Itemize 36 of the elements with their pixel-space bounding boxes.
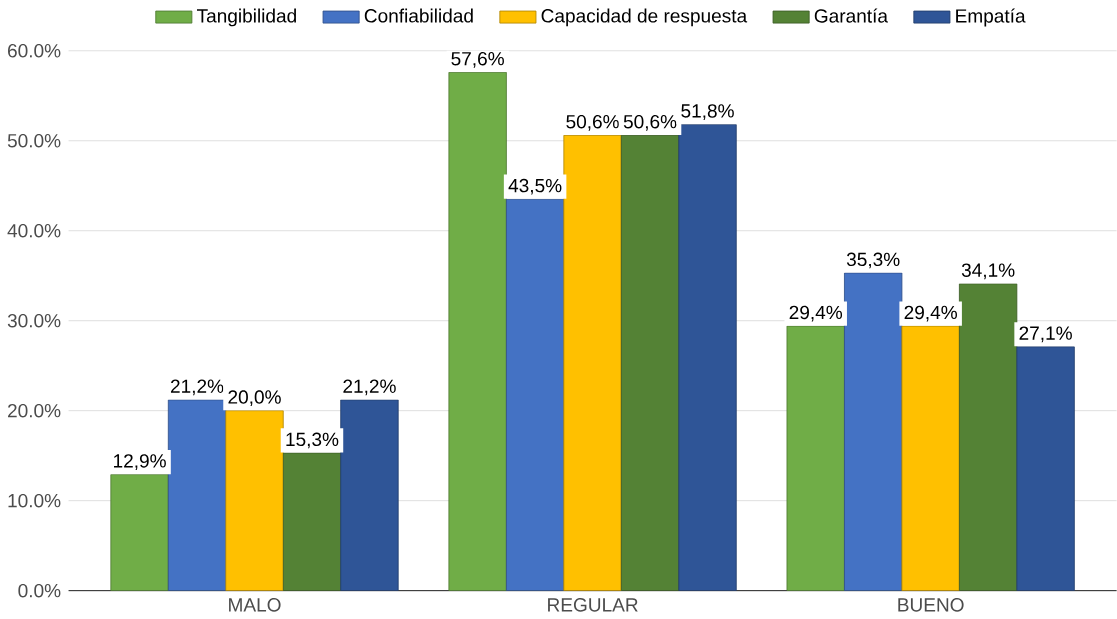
legend-label: Capacidad de respuesta [541, 8, 748, 27]
data-label: 34,1% [961, 263, 1015, 280]
x-tick-label: BUENO [898, 598, 964, 612]
y-tick-label: 10.0% [8, 494, 61, 508]
y-tick-label: 40.0% [7, 224, 61, 238]
legend-label: Confiabilidad [364, 8, 473, 23]
data-label: 43,5% [508, 178, 562, 195]
y-tick-label: 0.0% [18, 584, 61, 598]
bar [958, 283, 1018, 591]
y-tick-label: 50.0% [7, 134, 61, 148]
data-label: 12,9% [114, 454, 166, 471]
legend-label: Empatía [956, 8, 1026, 27]
data-label: 29,4% [904, 305, 957, 322]
x-tick-label: REGULAR [548, 598, 638, 612]
data-label: 27,1% [1019, 326, 1072, 343]
legend-label: Tangibilidad [196, 8, 296, 27]
data-label: 29,4% [789, 305, 843, 322]
data-label: 21,2% [170, 379, 224, 396]
data-label: 20,0% [228, 390, 281, 407]
data-label: 50,6% [623, 115, 677, 131]
y-tick-label: 30.0% [7, 314, 61, 328]
data-label: 15,3% [286, 432, 339, 449]
legend-label: Garantía [814, 8, 888, 23]
data-label: 21,2% [343, 379, 396, 396]
bar [340, 399, 399, 591]
y-tick-label: 60.0% [8, 44, 61, 58]
data-label: 57,6% [451, 52, 504, 68]
bar [678, 124, 737, 591]
x-tick-label: MALO [229, 598, 281, 612]
y-tick-label: 20.0% [8, 404, 61, 418]
data-label: 50,6% [566, 115, 619, 131]
bar [844, 272, 903, 591]
bar [563, 135, 622, 591]
data-label: 51,8% [681, 104, 734, 121]
bar [167, 399, 227, 591]
data-label: 35,3% [846, 252, 900, 269]
